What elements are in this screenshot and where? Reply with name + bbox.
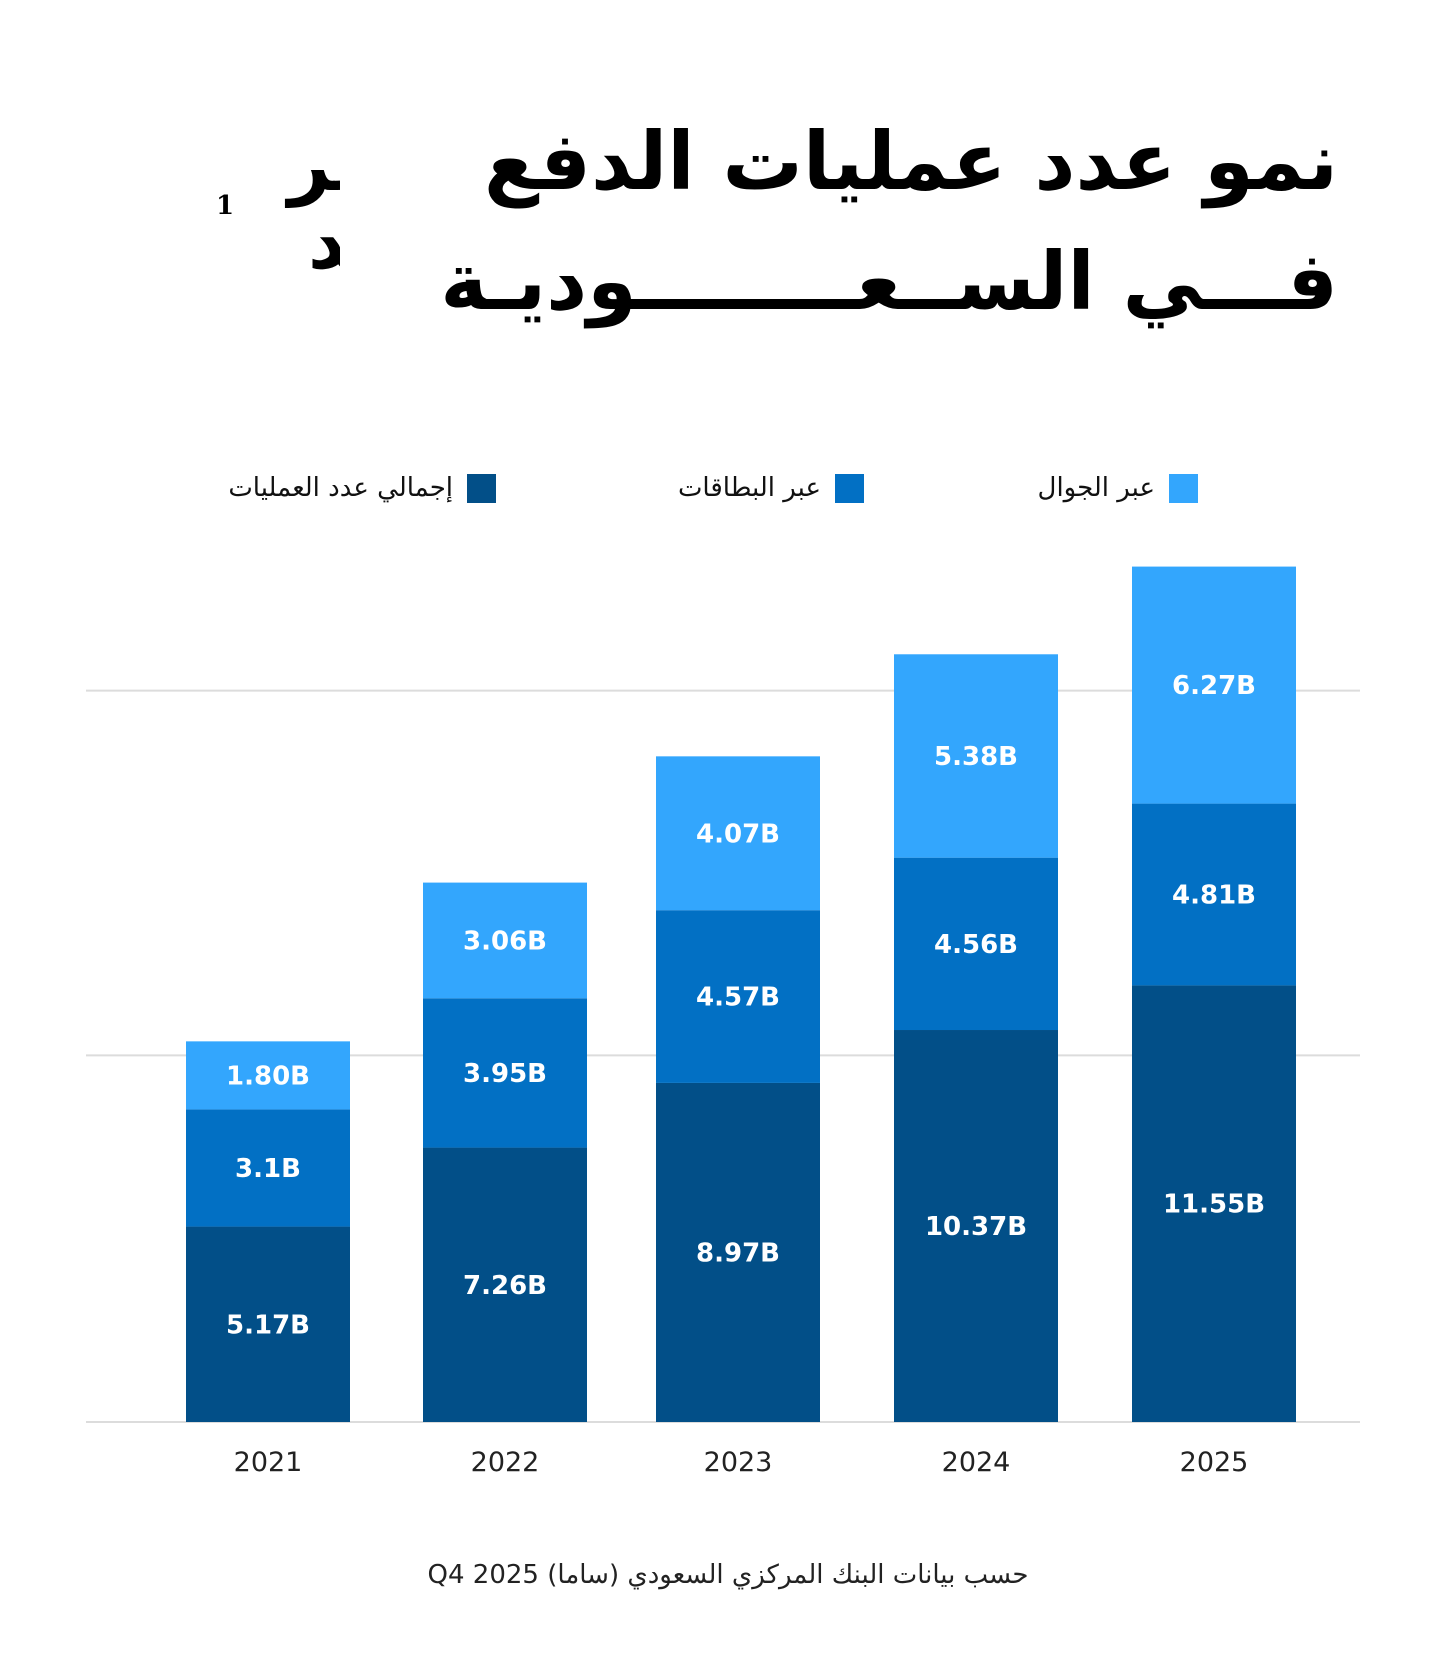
bar-2023-series-0: [656, 1082, 820, 1422]
legend-item-cards: عبر البطاقات: [678, 472, 864, 504]
logo-line1: صفر: [284, 122, 340, 208]
source-text: حسب بيانات البنك المركزي السعودي (ساما) …: [427, 1560, 1029, 1590]
page-title-line2: فـــي الســعــــــــوديـة: [440, 235, 1338, 328]
page-title-line1: نمو عدد عمليات الدفع: [483, 115, 1338, 208]
bar-2024-series-0: [894, 1030, 1058, 1422]
bar-2022-series-1: [423, 998, 587, 1148]
x-tick-2022: 2022: [471, 1447, 540, 1478]
bar-2024-series-1: [894, 857, 1058, 1031]
data-label-2021-series-1: 3.1B: [235, 1154, 301, 1184]
bar-2021-series-1: [186, 1109, 350, 1227]
bar-2025-series-0: [1132, 985, 1296, 1422]
legend-label-cards: عبر البطاقات: [677, 473, 821, 503]
data-label-2025-series-1: 4.81B: [1172, 881, 1256, 911]
legend-swatch-cards: [835, 473, 864, 503]
data-label-2022-series-0: 7.26B: [463, 1271, 547, 1301]
data-label-2024-series-0: 10.37B: [925, 1212, 1027, 1242]
bar-2025-series-2: [1132, 566, 1296, 804]
data-label-2021-series-0: 5.17B: [226, 1310, 310, 1340]
data-label-2023-series-1: 4.57B: [696, 983, 780, 1013]
logo-line2: لـواحد: [308, 200, 340, 287]
bar-2022-series-0: [423, 1147, 587, 1422]
data-label-2021-series-2: 1.80B: [226, 1061, 310, 1091]
logo-mark: 1: [216, 191, 234, 221]
data-label-2022-series-2: 3.06B: [463, 926, 547, 956]
legend-item-mobile: عبر الجوال: [1038, 472, 1198, 504]
data-label-2023-series-2: 4.07B: [696, 819, 780, 849]
data-label-2024-series-1: 4.56B: [934, 930, 1018, 960]
bar-2021-series-2: [186, 1041, 350, 1110]
legend-swatch-mobile: [1169, 473, 1198, 503]
bar-2025-series-1: [1132, 803, 1296, 986]
source-note: حسب بيانات البنك المركزي السعودي (ساما) …: [0, 1560, 1456, 1590]
bar-2023-series-2: [656, 756, 820, 911]
bar-2024-series-2: [894, 654, 1058, 858]
legend-label-mobile: عبر الجوال: [1037, 473, 1155, 503]
x-tick-2024: 2024: [942, 1447, 1011, 1478]
x-tick-2025: 2025: [1180, 1447, 1249, 1478]
legend-swatch-total: [467, 473, 496, 503]
x-tick-2023: 2023: [704, 1447, 773, 1478]
data-label-2025-series-2: 6.27B: [1172, 671, 1256, 701]
x-tick-2021: 2021: [234, 1447, 303, 1478]
legend-item-total: إجمالي عدد العمليات: [228, 472, 496, 504]
data-label-2024-series-2: 5.38B: [934, 742, 1018, 772]
data-label-2023-series-0: 8.97B: [696, 1238, 780, 1268]
data-label-2022-series-1: 3.95B: [463, 1059, 547, 1089]
legend-label-total: إجمالي عدد العمليات: [228, 473, 453, 503]
brand-logo: صفر لـواحد 1: [216, 122, 340, 287]
data-label-2025-series-0: 11.55B: [1163, 1190, 1265, 1220]
bar-2022-series-2: [423, 882, 587, 999]
bar-2023-series-1: [656, 910, 820, 1083]
bar-2021-series-0: [186, 1226, 350, 1422]
